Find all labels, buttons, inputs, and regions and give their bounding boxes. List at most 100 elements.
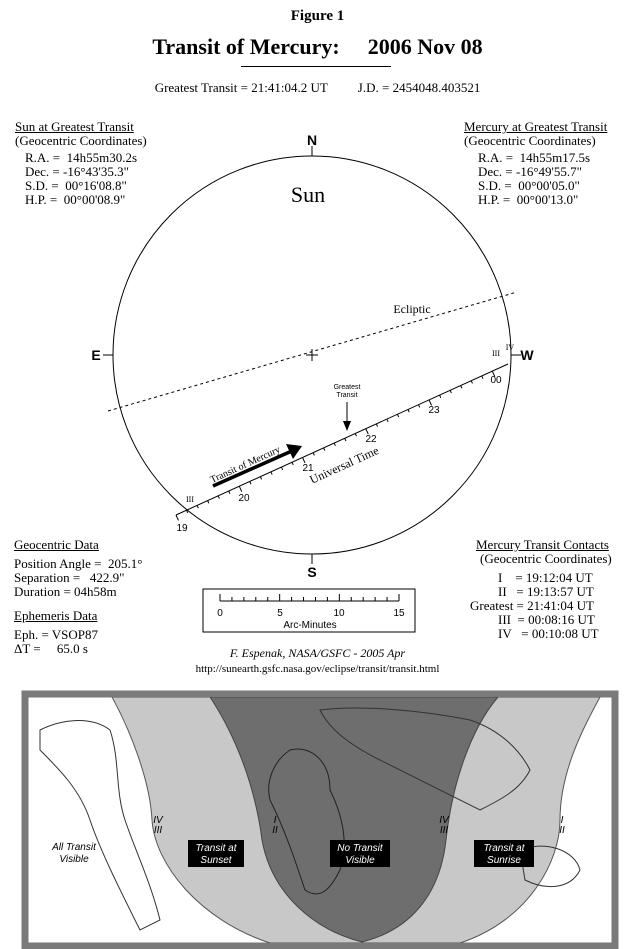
sun-panel-subheading: (Geocentric Coordinates) [15, 133, 147, 148]
path-minor-tick [291, 462, 294, 466]
scale-tick-0: 0 [217, 608, 223, 619]
path-minor-ticks [175, 370, 496, 521]
greatest-transit-arrowhead [343, 421, 351, 431]
map-sunset-box [188, 840, 244, 867]
path-minor-tick [449, 390, 452, 394]
mercury-sd: S.D. = 00°00'05.0" [478, 178, 580, 193]
greatest-transit-time: 21:41:04.2 UT [251, 80, 328, 95]
source-url: http://sunearth.gsfc.nasa.gov/eclipse/tr… [195, 663, 440, 675]
title-date: 2006 Nov 08 [367, 34, 483, 59]
ecliptic-label: Ecliptic [393, 302, 430, 316]
contacts-subheading: (Geocentric Coordinates) [480, 551, 612, 566]
title-main: Transit of Mercury: [152, 34, 340, 59]
path-minor-tick [396, 414, 400, 418]
hour-label-20: 20 [238, 493, 250, 504]
path-hour-tick [491, 370, 496, 377]
contact-greatest: Greatest = 21:41:04 UT [470, 598, 594, 613]
scale-tick-10: 10 [333, 608, 345, 619]
sun-panel-heading: Sun at Greatest Transit [15, 119, 134, 134]
path-minor-tick [375, 423, 379, 427]
mercury-dec: Dec. = -16°49'55.7" [478, 164, 582, 179]
map-curve-label-ii-left: II [272, 825, 278, 836]
map-americas-coast [39, 720, 161, 931]
title-underline [241, 66, 391, 67]
path-minor-tick [207, 500, 210, 504]
map-curve-label-iii-left: III [154, 825, 163, 836]
position-angle: Position Angle = 205.1° [14, 556, 143, 571]
hour-label-22: 22 [365, 434, 377, 445]
scale-tick-5: 5 [277, 608, 283, 619]
page-title: Transit of Mercury: 2006 Nov 08 [0, 34, 635, 60]
greatest-transit-label: Greatest Transit = [154, 80, 248, 95]
path-minor-tick [249, 481, 252, 485]
map-no-transit-line2: Visible [345, 855, 375, 866]
contact-iii-right-label: III [492, 349, 500, 358]
jd-value: 2454048.403521 [392, 80, 481, 95]
path-minor-tick [217, 495, 220, 499]
path-hour-tick [238, 486, 243, 492]
map-eurasia-coast [319, 707, 531, 811]
south-label: S [307, 564, 316, 580]
sun-label: Sun [291, 182, 325, 207]
path-minor-tick [186, 509, 189, 514]
path-minor-tick [481, 375, 484, 379]
sun-sd: S.D. = 00°16'08.8" [25, 178, 127, 193]
greatest-transit-marker-label-1: Greatest [334, 384, 361, 391]
map-curve-label-i-left: I [274, 815, 277, 826]
path-minor-tick [439, 394, 442, 399]
direction-arrow [212, 448, 295, 488]
sun-ra: R.A. = 14h55m30.2s [25, 150, 138, 165]
path-minor-tick [196, 505, 199, 509]
transit-direction-label: Transit of Mercury [209, 444, 282, 485]
path-minor-tick [228, 490, 231, 494]
contacts-heading: Mercury Transit Contacts [476, 537, 609, 552]
map-curve-label-iv-right: IV [439, 815, 450, 826]
scale-tick-15: 15 [393, 608, 405, 619]
map-australia-coast [519, 845, 581, 888]
map-africa-coast [268, 748, 345, 895]
path-minor-tick [418, 404, 421, 408]
path-hour-tick [175, 514, 179, 521]
path-minor-tick [470, 380, 473, 384]
path-minor-tick [270, 471, 273, 475]
map-curve-label-i-right: I [561, 815, 564, 826]
sun-panel: Sun at Greatest Transit (Geocentric Coor… [15, 120, 147, 207]
contact-1: I = 19:12:04 UT [498, 570, 593, 585]
author-credit: F. Espenak, NASA/GSFC - 2005 Apr [229, 646, 406, 660]
hour-label-21: 21 [302, 463, 314, 474]
map-no-transit-zone [209, 697, 499, 943]
path-minor-tick [386, 418, 389, 423]
ephemeris-source: Eph. = VSOP87 [14, 627, 99, 642]
map-sunrise-box [474, 840, 534, 867]
map-all-transit-line2: Visible [59, 854, 89, 865]
visibility-map: IV III I II IV III I II All Transit Visi… [21, 690, 619, 949]
north-label: N [307, 132, 317, 148]
path-minor-tick [333, 442, 336, 447]
map-sunrise-line1: Transit at [484, 843, 526, 854]
map-curve-label-iv-left: IV [153, 815, 164, 826]
contact-3: III = 00:08:16 UT [498, 612, 595, 627]
mercury-panel: Mercury at Greatest Transit (Geocentric … [464, 120, 607, 207]
path-hour-tick [365, 428, 369, 435]
separation: Separation = 422.9" [14, 570, 125, 585]
contacts-panel: Mercury Transit Contacts (Geocentric Coo… [470, 538, 612, 641]
delta-t: ΔT = 65.0 s [14, 641, 88, 656]
hour-label-00: 00 [490, 375, 502, 386]
map-no-transit-box [330, 840, 390, 867]
map-sunset-line1: Transit at [196, 843, 238, 854]
map-curve-label-ii-right: II [559, 825, 565, 836]
path-minor-tick [280, 466, 284, 470]
path-minor-tick [460, 385, 463, 389]
figure-label: Figure 1 [290, 8, 345, 24]
contact-iii-left-label: III [186, 495, 194, 504]
ephemeris-heading: Ephemeris Data [14, 608, 98, 623]
mercury-hp: H.P. = 00°00'13.0" [478, 192, 579, 207]
mercury-panel-subheading: (Geocentric Coordinates) [464, 133, 596, 148]
hour-label-23: 23 [428, 405, 440, 416]
mercury-path [175, 363, 509, 516]
map-curve-label-iii-right: III [440, 825, 449, 836]
map-sunset-line2: Sunset [200, 855, 232, 866]
east-label: E [91, 347, 100, 363]
sun-dec: Dec. = -16°43'35.3" [25, 164, 129, 179]
greatest-transit-marker-label-2: Transit [336, 392, 357, 399]
